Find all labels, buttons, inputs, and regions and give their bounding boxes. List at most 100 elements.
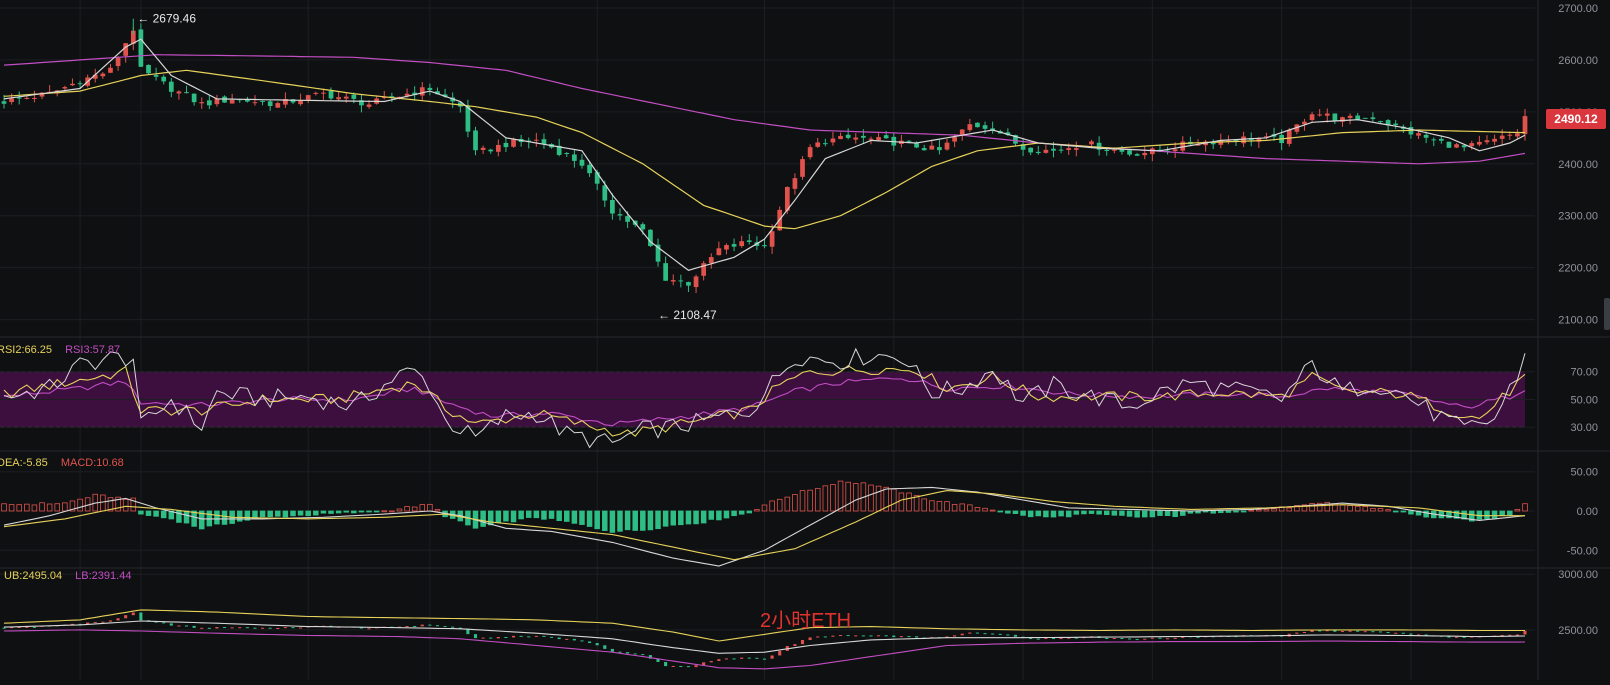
candle-body [640,224,646,230]
candle [427,83,433,96]
boll-mini-candle [899,636,903,638]
candle-body [229,100,235,104]
candle [815,137,821,148]
candle [670,274,676,286]
candle-body [556,145,562,155]
candle [1096,136,1102,156]
candle [1134,152,1140,157]
macd-bar [1377,508,1384,512]
boll-mini-candle [268,627,272,629]
candle-body [1104,149,1110,151]
macd-bar [328,510,334,514]
candle [1477,135,1482,147]
candle-body [1096,142,1102,150]
boll-mini-candle [1150,637,1154,639]
candle-body [199,102,205,104]
candle-body [1484,140,1490,143]
macd-bar [183,510,190,524]
candle [214,94,220,107]
macd-bar [913,495,920,512]
macd-bar [814,488,821,512]
candle [739,235,745,248]
macd-bar [518,510,524,520]
boll-mini-candle [184,625,189,627]
candle-body [1515,133,1520,137]
boll-mini-candle [10,627,14,629]
macd-bar [1210,510,1216,514]
boll-mini-candle [481,637,485,639]
macd-bar [533,510,540,519]
candle [731,238,737,252]
macd-bar [693,510,699,525]
boll-ub-line [3,609,1525,642]
macd-bar [1316,502,1323,512]
boll-mini-candle [169,623,173,626]
boll-mini-candle [778,650,782,656]
macd-bar [974,507,981,512]
macd-bar [46,503,53,512]
candle [161,74,167,85]
candle-body [359,100,364,106]
candle-body [1522,116,1528,135]
candle [176,90,182,100]
macd-bar [1507,510,1513,516]
candle [1416,130,1421,139]
boll-mini-candle [527,636,531,638]
candle [663,256,668,281]
candle-body [769,231,775,247]
macd-bar [1141,510,1148,518]
boll-mini-candle [1120,638,1124,640]
candle [1454,143,1459,149]
macd-bar [305,510,311,517]
macd-bar [358,510,365,513]
macd-bar [1339,504,1346,512]
boll-mini-candle [1310,630,1314,633]
macd-bar [1461,510,1467,520]
boll-mini-candle [466,628,470,635]
boll-mini-candle [1371,631,1375,633]
candle-body [876,137,881,141]
macd-bar [1324,501,1331,512]
boll-mini-candle [70,623,74,625]
candle [1286,127,1292,147]
boll-mini-candle [998,633,1002,635]
candle-body [16,97,22,99]
candle-body [1028,147,1034,153]
macd-axis: 50.00 0.00 -50.00 [0,467,1598,557]
candle-body [975,122,980,128]
candle-body [1195,144,1201,146]
macd-bar [959,503,965,512]
candle-body [245,99,250,102]
candle [929,139,935,150]
boll-mini-candle [93,621,97,623]
candle-body [77,83,83,85]
boll-mini-candle [823,636,827,638]
boll-mini-candle [618,651,622,653]
candle-body [1469,143,1475,147]
boll-mini-candle [694,665,698,668]
macd-bar [236,510,243,522]
boll-mini-candle [1401,632,1405,634]
candle-body [1,101,7,104]
price-axis-scroll-handle[interactable] [1604,298,1610,330]
boll-mini-candle [755,657,759,659]
macd-bar [244,510,251,521]
macd-bar [1081,510,1087,515]
macd-bar [662,510,669,527]
macd-bar [624,510,631,531]
boll-mini-candle [831,635,835,637]
macd-bar [1392,510,1399,513]
boll-mini-candle [1013,634,1018,637]
boll-mini-candle [1158,637,1162,639]
macd-bar [1408,510,1414,515]
boll-mid-line [3,620,1526,654]
price-axis: 2700.002600.002500.002400.002300.002200.… [0,3,1598,327]
candle [1020,137,1026,157]
boll-mini-candle [588,641,592,644]
macd-bar [198,510,205,530]
candle [990,121,996,134]
boll-mini-candle [443,626,447,628]
macd-bar [989,509,996,512]
